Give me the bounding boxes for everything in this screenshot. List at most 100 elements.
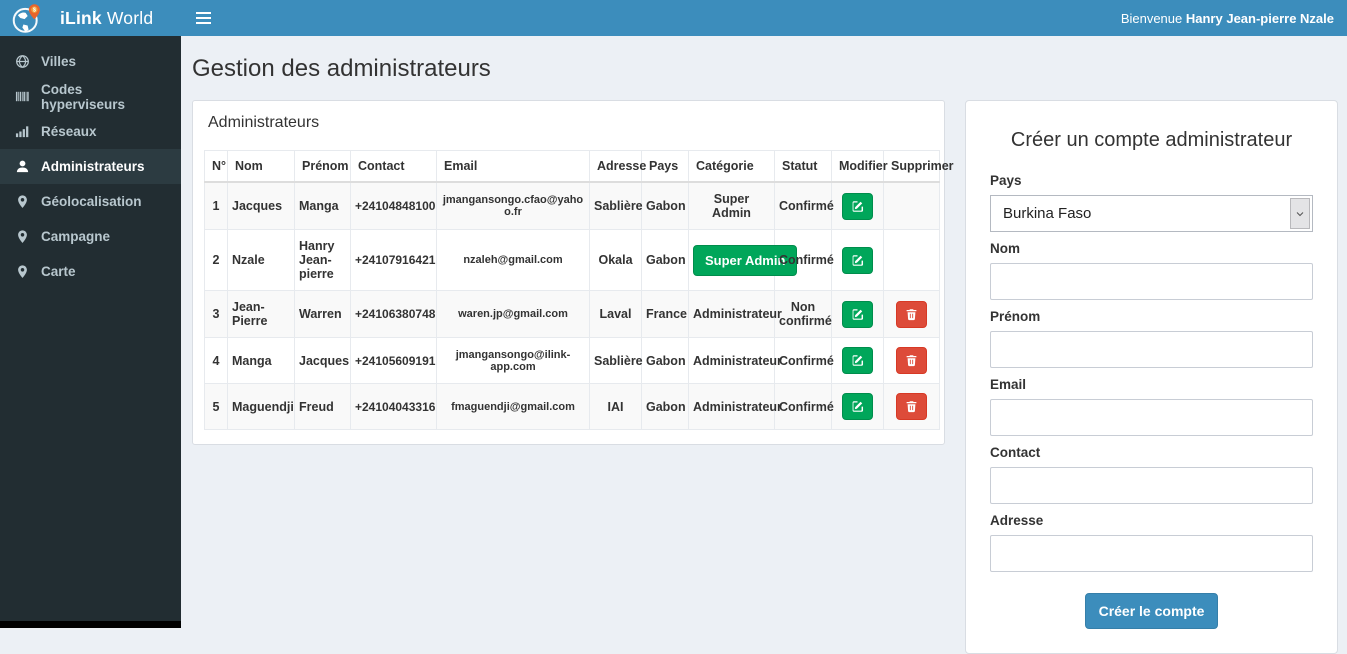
- sidebar-toggle-hamburger-icon[interactable]: [194, 5, 213, 31]
- cell-pays: Gabon: [641, 337, 689, 384]
- cell-adresse: Okala: [589, 229, 642, 291]
- globe-icon: [15, 54, 30, 69]
- sidebar-bottom-strip: [0, 621, 181, 628]
- map-marker-icon: [15, 194, 30, 209]
- sidebar-item-label: Géolocalisation: [41, 194, 142, 209]
- table-panel-title: Administrateurs: [208, 114, 320, 131]
- edit-button[interactable]: [842, 192, 873, 220]
- content-area: Gestion des administrateurs Administrate…: [181, 36, 1347, 654]
- brand[interactable]: $ iLink World: [0, 0, 181, 36]
- sidebar-item-label: Campagne: [41, 229, 111, 244]
- table-row: 3 Jean-Pierre Warren +24106380748 waren.jp@g…: [204, 290, 940, 338]
- edit-button[interactable]: [842, 246, 873, 274]
- brand-title-rest: World: [101, 7, 154, 28]
- cell-categorie: Administrateur: [688, 337, 782, 384]
- cell-modifier: [831, 337, 884, 384]
- pays-select[interactable]: Burkina Faso: [990, 195, 1313, 232]
- cell-nom: Nzale: [227, 229, 295, 291]
- column-header-adresse: Adresse: [589, 150, 646, 183]
- cell-nom: Jacques: [227, 181, 295, 230]
- form-field-contact: Contact: [990, 445, 1313, 504]
- email-input[interactable]: [990, 399, 1313, 436]
- field-label-pays: Pays: [990, 173, 1022, 188]
- svg-text:$: $: [33, 7, 36, 13]
- column-header-modifier: Modifier: [831, 150, 888, 183]
- cell-modifier: [831, 181, 884, 230]
- brand-title: iLink World: [60, 8, 153, 29]
- user-icon: [15, 159, 30, 174]
- cell-supprimer: [883, 290, 940, 338]
- cell-prenom: Manga: [294, 181, 351, 230]
- cell-contact: +24104043316: [350, 383, 437, 430]
- edit-button[interactable]: [842, 393, 873, 420]
- cell-supprimer: [883, 229, 940, 291]
- edit-button[interactable]: [842, 347, 873, 374]
- welcome-message: Bienvenue Hanry Jean-pierre Nzale: [1121, 11, 1334, 26]
- sidebar-item-reseaux[interactable]: Réseaux: [0, 114, 181, 149]
- cell-pays: Gabon: [641, 181, 689, 230]
- form-field-pays: Pays Burkina Faso: [990, 173, 1313, 232]
- cell-modifier: [831, 290, 884, 338]
- cell-contact: +24107916421: [350, 229, 437, 291]
- edit-button[interactable]: [842, 300, 873, 328]
- contact-input[interactable]: [990, 467, 1313, 504]
- sidebar: Villes Codes hyperviseurs Réseaux Administr…: [0, 36, 181, 628]
- signal-icon: [15, 124, 30, 139]
- cell-prenom: Freud: [294, 383, 351, 430]
- administrators-table-panel: Administrateurs N° Nom Prénom Contact Email A…: [192, 100, 954, 445]
- delete-button[interactable]: [896, 393, 927, 420]
- table-row: 2 Nzale Hanry Jean-pierre +24107916421 nzale…: [204, 229, 940, 291]
- column-header-statut: Statut: [774, 150, 832, 183]
- field-label-adresse: Adresse: [990, 513, 1044, 528]
- cell-email: jmangansongo@ilink-app.com: [436, 337, 590, 384]
- cell-contact: +24105609191: [350, 337, 437, 384]
- cell-pays: Gabon: [641, 383, 689, 430]
- cell-email: jmangansongo.cfao@yahoo.fr: [436, 181, 590, 230]
- nom-input[interactable]: [990, 263, 1313, 300]
- cell-modifier: [831, 229, 884, 291]
- delete-button[interactable]: [896, 347, 927, 374]
- map-marker-icon: [15, 229, 30, 244]
- sidebar-item-villes[interactable]: Villes: [0, 44, 181, 79]
- cell-statut: Confirmé: [774, 383, 834, 430]
- delete-button[interactable]: [896, 300, 927, 328]
- cell-categorie: Super Admin: [688, 181, 775, 230]
- cell-email: fmaguendji@gmail.com: [436, 383, 590, 430]
- sidebar-item-campagne[interactable]: Campagne: [0, 219, 181, 254]
- create-account-button[interactable]: Créer le compte: [1084, 593, 1219, 629]
- adresse-input[interactable]: [990, 535, 1313, 572]
- cell-email: nzaleh@gmail.com: [436, 229, 590, 291]
- sidebar-item-geolocalisation[interactable]: Géolocalisation: [0, 184, 181, 219]
- sidebar-item-administrateurs[interactable]: Administrateurs: [0, 149, 181, 184]
- cell-num: 5: [204, 383, 228, 430]
- cell-statut: Confirmé: [774, 181, 834, 230]
- form-field-prenom: Prénom: [990, 309, 1313, 368]
- cell-adresse: Sablière: [589, 337, 643, 384]
- welcome-user-name: Hanry Jean-pierre Nzale: [1185, 10, 1334, 26]
- sidebar-item-codes-hyperviseurs[interactable]: Codes hyperviseurs: [0, 79, 181, 114]
- cell-num: 1: [204, 181, 228, 230]
- edit-icon: [851, 400, 864, 413]
- create-account-title: Créer un compte administrateur: [1010, 129, 1293, 151]
- edit-icon: [851, 254, 864, 267]
- cell-prenom: Jacques: [294, 337, 351, 384]
- sidebar-item-label: Carte: [41, 264, 76, 279]
- cell-num: 4: [204, 337, 228, 384]
- super-admin-badge-button[interactable]: Super Admin: [693, 244, 798, 276]
- sidebar-item-label: Codes hyperviseurs: [41, 81, 126, 112]
- chevron-down-icon: [1290, 198, 1310, 229]
- field-label-prenom: Prénom: [990, 309, 1041, 324]
- cell-email: waren.jp@gmail.com: [436, 290, 590, 338]
- column-header-contact: Contact: [350, 150, 437, 183]
- ilink-globe-pin-logo-icon: $: [11, 2, 44, 35]
- field-label-email: Email: [990, 377, 1027, 392]
- form-field-nom: Nom: [990, 241, 1313, 300]
- cell-categorie: Administrateur: [688, 290, 782, 338]
- column-header-supprimer: Supprimer: [883, 150, 954, 183]
- cell-num: 2: [204, 229, 228, 291]
- prenom-input[interactable]: [990, 331, 1313, 368]
- cell-pays: Gabon: [641, 229, 689, 291]
- sidebar-item-carte[interactable]: Carte: [0, 254, 181, 289]
- cell-adresse: Sablière: [589, 181, 643, 230]
- column-header-pays: Pays: [641, 150, 689, 183]
